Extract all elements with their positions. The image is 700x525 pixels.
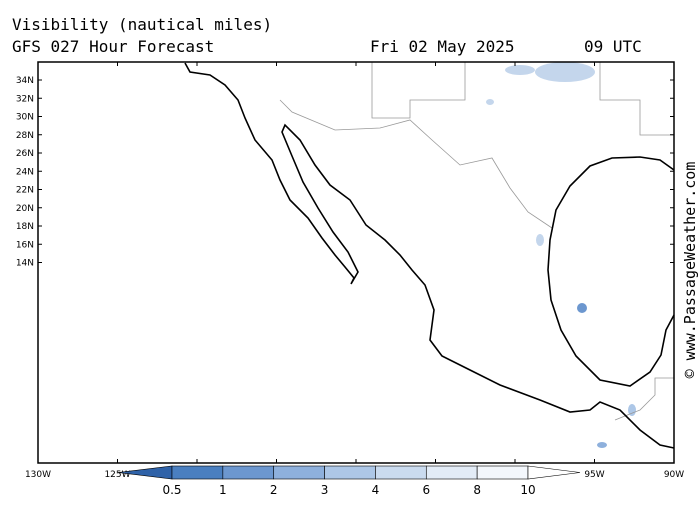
title: Visibility (nautical miles) (12, 15, 272, 34)
date: Fri 02 May 2025 (370, 37, 515, 56)
lat-label: 26N (16, 149, 34, 159)
visibility-patches (486, 62, 636, 448)
lon-label: 125W (104, 470, 130, 480)
lat-label: 18N (16, 222, 34, 232)
lat-label: 16N (16, 240, 34, 250)
credit: © www.PassageWeather.com (681, 162, 699, 379)
colorbar-label: 6 (422, 483, 430, 497)
colorbar-label: 2 (270, 483, 278, 497)
colorbar-segment (171, 465, 224, 480)
colorbar-label: 3 (321, 483, 329, 497)
lon-label: 95W (584, 470, 604, 480)
colorbar-label: 0.5 (162, 483, 181, 497)
lat-label: 22N (16, 186, 34, 196)
lon-label: 90W (664, 470, 684, 480)
lat-label: 32N (16, 94, 34, 104)
colorbar-segment (375, 465, 427, 480)
colorbar-label: 4 (372, 483, 380, 497)
colorbar-segment (476, 465, 529, 480)
lat-label: 20N (16, 204, 34, 214)
colorbar-label: 10 (520, 483, 535, 497)
colorbar-label: 8 (473, 483, 481, 497)
colorbar-segment (324, 465, 376, 480)
lat-label: 34N (16, 76, 34, 86)
colorbar-end (527, 465, 581, 480)
coastline (184, 62, 675, 449)
colorbar-segment (425, 465, 478, 480)
lat-label: 24N (16, 167, 34, 177)
map-background (38, 62, 674, 463)
borders (279, 62, 674, 421)
map (37, 61, 675, 464)
colorbar-segment (222, 465, 275, 480)
lon-label: 130W (25, 470, 51, 480)
lat-label: 28N (16, 131, 34, 141)
colorbar-label: 1 (219, 483, 227, 497)
colorbar: 0.5 1 2 3 4 6 8 10 (117, 465, 581, 497)
time: 09 UTC (584, 37, 642, 56)
lat-label: 30N (16, 113, 34, 123)
subtitle: GFS 027 Hour Forecast (12, 37, 214, 56)
colorbar-segment (273, 465, 325, 480)
lat-label: 14N (16, 259, 34, 269)
